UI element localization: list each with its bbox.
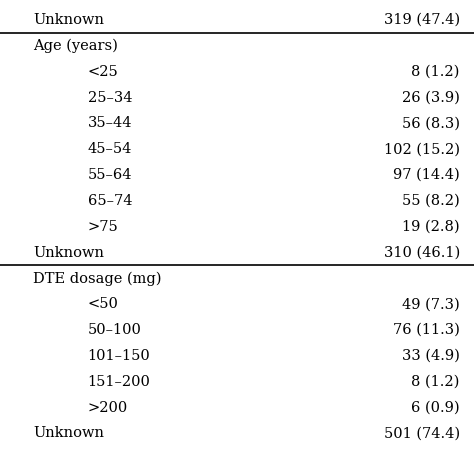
Text: 45–54: 45–54 bbox=[88, 142, 132, 156]
Text: 49 (7.3): 49 (7.3) bbox=[402, 297, 460, 311]
Text: 33 (4.9): 33 (4.9) bbox=[402, 349, 460, 363]
Text: 26 (3.9): 26 (3.9) bbox=[402, 91, 460, 105]
Text: 97 (14.4): 97 (14.4) bbox=[393, 168, 460, 182]
Text: DTE dosage (mg): DTE dosage (mg) bbox=[33, 271, 162, 285]
Text: 50–100: 50–100 bbox=[88, 323, 142, 337]
Text: 19 (2.8): 19 (2.8) bbox=[402, 219, 460, 234]
Text: 76 (11.3): 76 (11.3) bbox=[393, 323, 460, 337]
Text: Age (years): Age (years) bbox=[33, 39, 118, 53]
Text: 8 (1.2): 8 (1.2) bbox=[411, 374, 460, 389]
Text: <25: <25 bbox=[88, 64, 118, 79]
Text: 101–150: 101–150 bbox=[88, 349, 150, 363]
Text: >200: >200 bbox=[88, 401, 128, 415]
Text: 151–200: 151–200 bbox=[88, 374, 151, 389]
Text: Unknown: Unknown bbox=[33, 246, 104, 260]
Text: 65–74: 65–74 bbox=[88, 194, 132, 208]
Text: 6 (0.9): 6 (0.9) bbox=[411, 401, 460, 415]
Text: 310 (46.1): 310 (46.1) bbox=[383, 246, 460, 260]
Text: 25–34: 25–34 bbox=[88, 91, 132, 105]
Text: >75: >75 bbox=[88, 219, 118, 234]
Text: Unknown: Unknown bbox=[33, 13, 104, 27]
Text: 35–44: 35–44 bbox=[88, 116, 132, 130]
Text: 319 (47.4): 319 (47.4) bbox=[383, 13, 460, 27]
Text: 56 (8.3): 56 (8.3) bbox=[402, 116, 460, 130]
Text: 102 (15.2): 102 (15.2) bbox=[384, 142, 460, 156]
Text: 501 (74.4): 501 (74.4) bbox=[383, 426, 460, 440]
Text: 55 (8.2): 55 (8.2) bbox=[402, 194, 460, 208]
Text: 55–64: 55–64 bbox=[88, 168, 132, 182]
Text: <50: <50 bbox=[88, 297, 118, 311]
Text: 8 (1.2): 8 (1.2) bbox=[411, 64, 460, 79]
Text: Unknown: Unknown bbox=[33, 426, 104, 440]
